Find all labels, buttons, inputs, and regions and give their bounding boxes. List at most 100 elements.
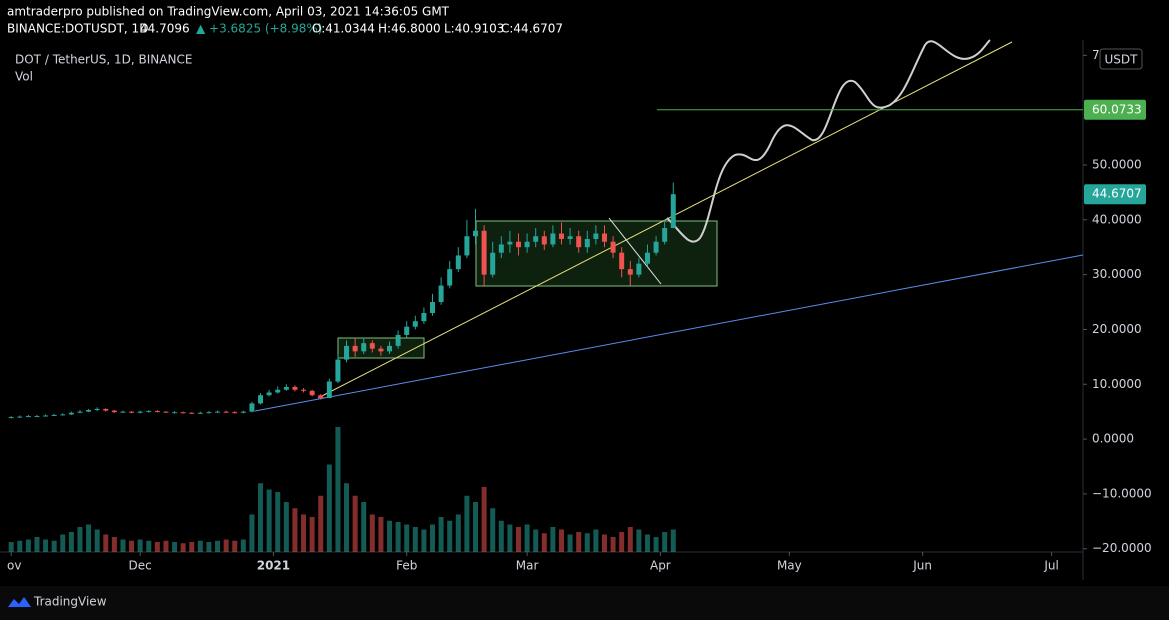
volume-bar [524,524,530,552]
volume-bar [352,495,358,552]
candle-body [206,412,212,414]
candle-body [60,414,66,416]
volume-bar [515,527,521,552]
candle-body [447,269,453,286]
volume-bar [387,520,393,552]
x-tick-label: Mar [516,559,539,573]
candle-body [369,343,375,349]
wedge-line [608,217,662,285]
author-line: amtraderpro published on TradingView.com… [7,5,450,19]
volume-bar [576,532,582,552]
volume-bar [120,539,126,552]
volume-bar [301,514,307,552]
candle-body [662,228,668,242]
candle-body [378,348,384,352]
volume-bar [249,514,255,552]
volume-bar [146,540,152,552]
volume-bar [533,529,539,552]
chart-title: DOT / TetherUS, 1D, BINANCE [15,53,192,67]
volume-bar [17,540,23,552]
volume-bar [137,539,143,552]
candle-body [43,415,49,417]
volume-bar [584,533,590,552]
candle-body [644,252,650,264]
volume-bar [240,539,246,552]
y-tick-label: −10.0000 [1092,486,1152,500]
candle-body [51,414,57,416]
volume-bar [60,534,66,552]
volume-bar [34,537,40,552]
y-tick-label: 30.0000 [1092,267,1142,281]
volume-bar [395,522,401,552]
candle-body [77,411,83,413]
high: H:46.8000 [378,22,441,36]
candle-body [120,411,126,413]
y-tick-label: 20.0000 [1092,322,1142,336]
volume-bar [197,540,203,552]
volume-bar [619,532,625,552]
volume-bar [473,502,479,552]
volume-bar [318,495,324,552]
candle-body [25,416,31,418]
candle-body [361,343,367,352]
candle-body [283,386,289,390]
last-price-label: 44.6707 [1092,187,1142,201]
volume-bar [94,529,100,552]
volume-bar [627,527,633,552]
low: L:40.9103 [444,22,504,36]
volume-bar [593,529,599,552]
candle-body [670,194,676,229]
candle-body [619,252,625,270]
currency[interactable]: USDT [1105,53,1139,67]
candle-body [8,417,14,419]
candle-body [550,233,556,245]
volume-bar [644,534,650,552]
candle-body [464,236,470,256]
range-box [475,220,718,287]
candle-body [412,321,418,327]
candle-body [653,241,659,253]
volume-bar [180,543,186,552]
volume-bar [378,517,384,552]
currency-button[interactable] [1099,48,1143,70]
candle-body [558,233,564,239]
volume-bar [601,534,607,552]
candle-body [627,269,633,275]
volume-bar [507,524,513,552]
volume-bar [172,542,178,552]
candle-body [610,241,616,253]
candle-body [189,412,195,414]
x-tick-label: Dec [129,559,152,573]
candle-body [584,238,590,248]
candle-body [146,411,152,413]
candle-body [94,408,100,411]
candle-body [421,312,427,322]
volume-bar [25,539,31,552]
volume-bar [335,427,341,552]
candle-body [541,236,547,245]
candle-body [223,411,229,413]
candle-body [232,412,238,414]
volume-bar [541,533,547,552]
candle-body [515,241,521,248]
y-tick-label: 7 [1092,48,1100,62]
candle-body [352,345,358,352]
candle-body [481,230,487,275]
last: 44.7096 [140,22,190,36]
candle-body [86,410,92,412]
candle-body [137,411,143,413]
candle-body [490,252,496,275]
volume-bar [163,540,169,552]
candle-body [533,236,539,242]
volume-bar [129,540,135,552]
candle-body [404,326,410,335]
volume-bar [438,517,444,552]
volume-bar [447,520,453,552]
volume-bar [361,502,367,552]
volume-bar [369,514,375,552]
candle-body [172,412,178,414]
candle-body [154,411,160,413]
open: O:41.0344 [312,22,375,36]
volume-bar [51,540,57,552]
x-tick-label: Jul [1043,559,1058,573]
